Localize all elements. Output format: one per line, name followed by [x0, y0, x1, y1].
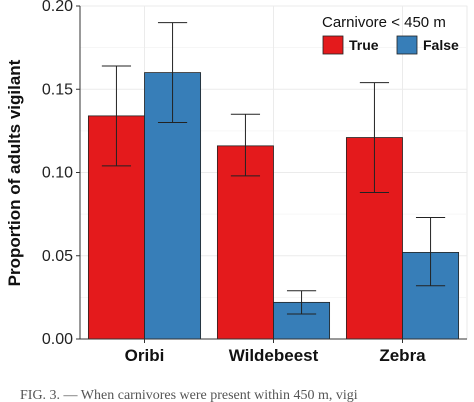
- y-tick-label-0: 0.00: [42, 331, 73, 348]
- x-tick-label-wildebeest: Wildebeest: [229, 346, 319, 365]
- y-tick-label-1: 0.05: [42, 248, 73, 265]
- axes: [76, 5, 467, 343]
- error-bars: [101, 22, 446, 315]
- y-tick-label-2: 0.10: [42, 165, 73, 182]
- legend-swatch-false: [396, 35, 418, 55]
- figure-caption: FIG. 3. — When carnivores were present w…: [20, 388, 358, 402]
- x-tick-labels: Oribi Wildebeest Zebra: [125, 346, 427, 365]
- x-tick-label-zebra: Zebra: [379, 346, 426, 365]
- y-axis-title: Proportion of adults vigilant: [5, 59, 24, 286]
- y-tick-labels: 0.00 0.05 0.10 0.15 0.20: [42, 0, 73, 348]
- legend: Carnivore < 450 m True False: [322, 14, 459, 55]
- bars: [87, 72, 460, 340]
- legend-swatch-true: [322, 35, 344, 55]
- y-tick-label-4: 0.20: [42, 0, 73, 15]
- legend-title: Carnivore < 450 m: [322, 14, 446, 31]
- y-tick-label-3: 0.15: [42, 81, 73, 98]
- legend-label-true: True: [349, 37, 379, 53]
- legend-label-false: False: [423, 37, 459, 53]
- x-tick-label-oribi: Oribi: [125, 346, 165, 365]
